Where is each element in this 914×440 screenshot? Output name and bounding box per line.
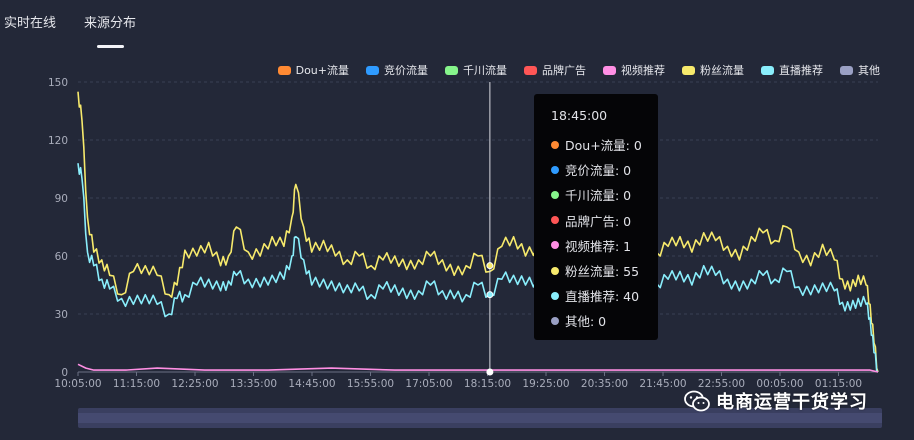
tooltip-row: 其他: 0: [551, 308, 658, 333]
tooltip-row-label: 千川流量: 0: [565, 188, 632, 204]
legend-item[interactable]: Dou+流量: [277, 62, 349, 78]
y-tick-label: 60: [55, 251, 68, 263]
tooltip-row: 直播推荐: 40: [551, 283, 658, 308]
legend-label: 视频推荐: [621, 64, 665, 77]
legend-item[interactable]: 品牌广告: [524, 62, 586, 78]
legend-label: 品牌广告: [542, 64, 586, 77]
cursor-point-fans: [486, 262, 494, 270]
active-tab-indicator: [97, 45, 124, 48]
legend-item[interactable]: 视频推荐: [603, 62, 665, 78]
tooltip-row-label: 其他: 0: [565, 314, 607, 330]
legend-label: 其他: [858, 64, 880, 77]
tooltip-time: 18:45:00: [551, 108, 608, 123]
tooltip-series-dot: [551, 241, 559, 250]
legend-swatch: [761, 65, 774, 75]
legend-label: Dou+流量: [295, 64, 349, 77]
tooltip-series-dot: [551, 190, 559, 199]
tooltip-row-label: 竞价流量: 0: [565, 163, 632, 179]
legend-swatch: [603, 65, 616, 75]
wechat-icon: [684, 390, 710, 412]
x-tick-label: 18:15:00: [464, 378, 511, 390]
x-tick-label: 13:35:00: [230, 378, 277, 390]
legend-swatch: [445, 65, 458, 75]
legend-label: 直播推荐: [779, 64, 823, 77]
legend-item[interactable]: 其他: [840, 62, 880, 78]
tooltip-row-label: 直播推荐: 40: [565, 289, 640, 305]
chart-legend: Dou+流量 竞价流量 千川流量 品牌广告 视频推荐 粉丝流量 直播推荐 其他: [277, 62, 880, 78]
legend-swatch: [277, 65, 291, 75]
chart-tooltip: 18:45:00 Dou+流量: 0 竞价流量: 0 千川流量: 0 品牌广告: 0 视…: [534, 94, 658, 340]
x-tick-label: 01:15:00: [815, 378, 862, 390]
legend-item[interactable]: 粉丝流量: [682, 62, 744, 78]
legend-item[interactable]: 直播推荐: [761, 62, 823, 78]
x-tick-label: 20:35:00: [581, 378, 628, 390]
tab-bar: 实时在线 来源分布: [0, 0, 914, 50]
tooltip-row: 千川流量: 0: [551, 182, 658, 207]
data-zoom-preview: [78, 413, 882, 423]
x-tick-label: 12:25:00: [171, 378, 218, 390]
cursor-point-live: [486, 291, 494, 299]
tooltip-series-dot: [551, 216, 559, 225]
tooltip-row-label: Dou+流量: 0: [565, 138, 642, 154]
tooltip-row-label: 视频推荐: 1: [565, 238, 632, 254]
x-tick-label: 00:05:00: [756, 378, 803, 390]
tooltip-row: 视频推荐: 1: [551, 233, 658, 258]
x-tick-label: 19:25:00: [522, 378, 569, 390]
tooltip-series-dot: [551, 316, 559, 325]
wechat-watermark: 电商运营干货学习: [684, 386, 868, 416]
y-tick-label: 90: [55, 193, 68, 205]
tooltip-row-label: 粉丝流量: 55: [565, 264, 640, 280]
tooltip-row-label: 品牌广告: 0: [565, 213, 632, 229]
series-line-1: [77, 91, 879, 373]
series-line-2: [77, 163, 879, 373]
tooltip-row: 粉丝流量: 55: [551, 258, 658, 283]
tooltip-series-dot: [551, 266, 559, 275]
watermark-text: 电商运营干货学习: [716, 392, 868, 413]
x-tick-label: 15:55:00: [347, 378, 394, 390]
data-zoom-slider[interactable]: [78, 408, 882, 428]
legend-swatch: [524, 65, 537, 75]
tooltip-series-dot: [551, 140, 559, 149]
x-tick-label: 10:05:00: [54, 378, 101, 390]
x-tick-label: 14:45:00: [288, 378, 335, 390]
legend-label: 千川流量: [463, 64, 507, 77]
legend-item[interactable]: 千川流量: [445, 62, 507, 78]
legend-swatch: [840, 65, 853, 75]
legend-label: 粉丝流量: [700, 64, 744, 77]
legend-swatch: [366, 65, 379, 75]
y-tick-label: 150: [48, 77, 68, 89]
y-tick-label: 0: [61, 367, 68, 379]
x-tick-label: 17:05:00: [405, 378, 452, 390]
legend-item[interactable]: 竞价流量: [366, 62, 428, 78]
x-tick-label: 21:45:00: [639, 378, 686, 390]
cursor-point-base: [486, 368, 494, 376]
y-tick-label: 120: [48, 135, 68, 147]
tooltip-row: 竞价流量: 0: [551, 157, 658, 182]
tooltip-row: Dou+流量: 0: [551, 132, 658, 157]
legend-label: 竞价流量: [384, 64, 428, 77]
x-tick-label: 22:55:00: [698, 378, 745, 390]
legend-swatch: [682, 65, 695, 75]
tooltip-row: 品牌广告: 0: [551, 208, 658, 233]
y-tick-label: 30: [55, 309, 68, 321]
tooltip-series-dot: [551, 291, 559, 300]
tab-realtime-online[interactable]: 实时在线: [4, 16, 57, 31]
series-line-3: [77, 363, 879, 373]
tooltip-series-dot: [551, 165, 559, 174]
tab-source-distribution[interactable]: 来源分布: [84, 16, 137, 31]
x-tick-label: 11:15:00: [113, 378, 160, 390]
